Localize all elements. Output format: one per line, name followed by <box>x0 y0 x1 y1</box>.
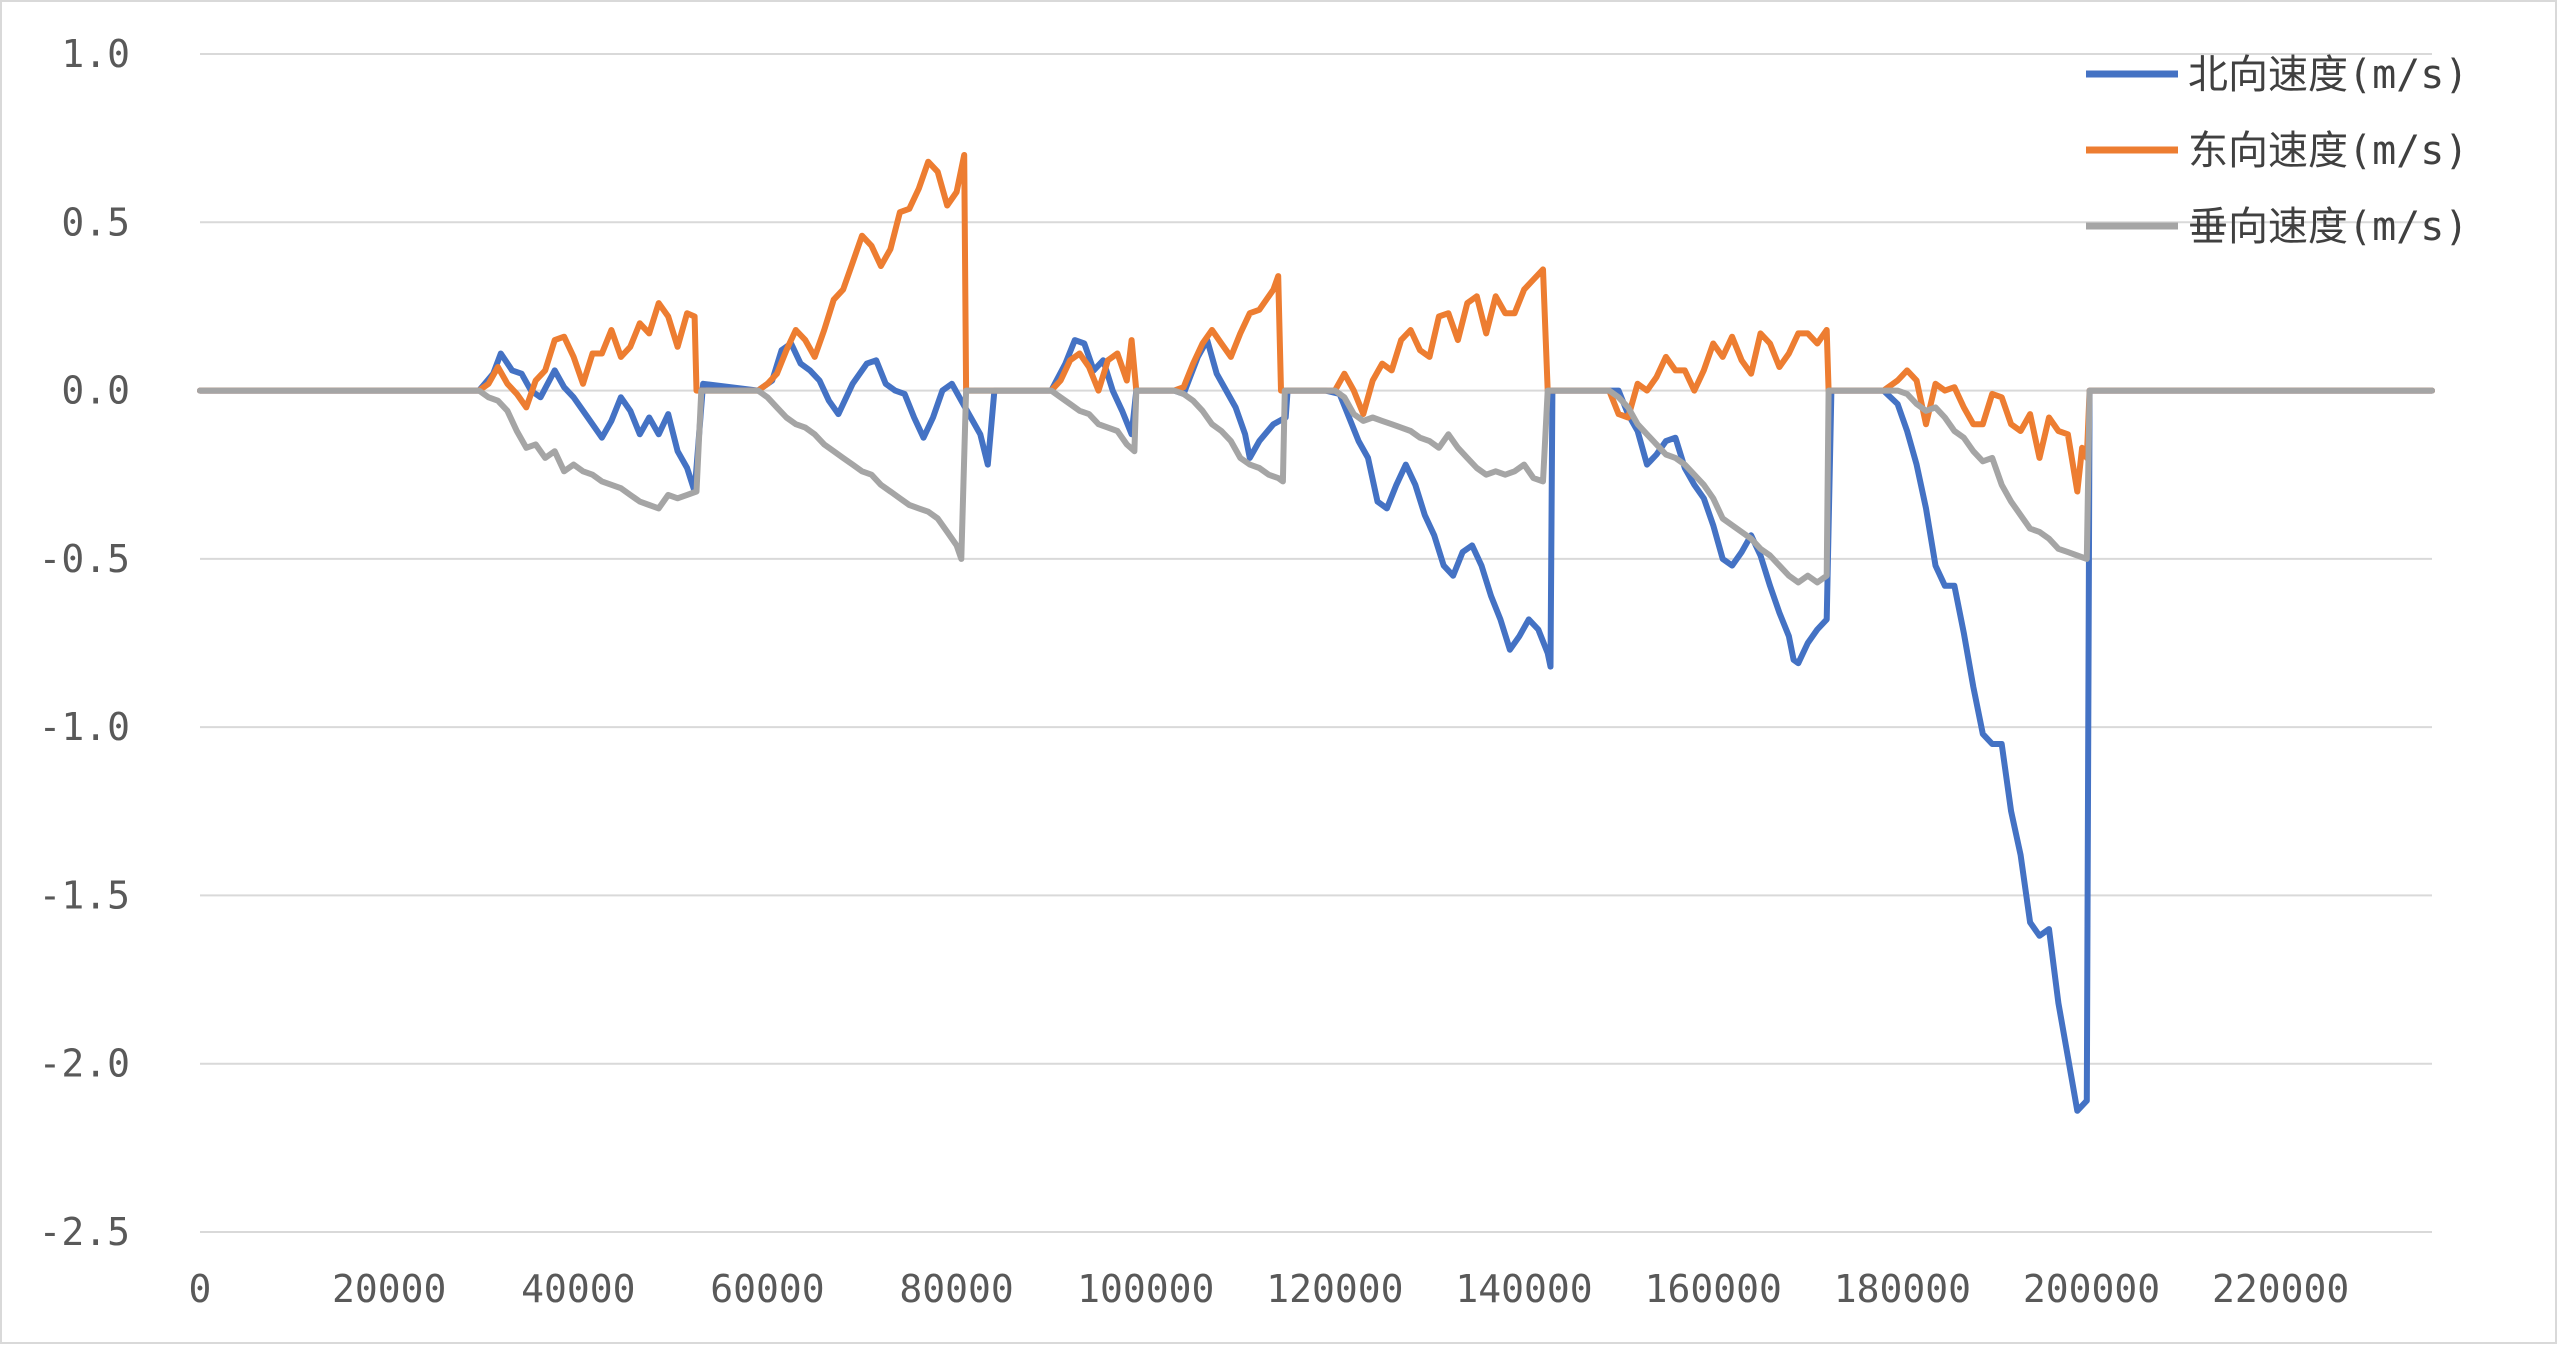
x-tick-label: 180000 <box>1834 1267 1971 1311</box>
x-tick-label: 220000 <box>2212 1267 2349 1311</box>
y-tick-label: 0.0 <box>61 369 130 413</box>
y-tick-label: 0.5 <box>61 200 130 244</box>
series-lines <box>200 155 2432 1111</box>
legend-label-2[interactable]: 东向速度(m/s) <box>2188 128 2468 174</box>
x-tick-label: 120000 <box>1266 1267 1403 1311</box>
y-tick-label: -1.5 <box>38 873 130 917</box>
x-tick-label: 60000 <box>710 1267 824 1311</box>
legend[interactable]: 北向速度(m/s) 东向速度(m/s) 垂向速度(m/s) <box>2086 52 2468 250</box>
x-tick-label: 80000 <box>899 1267 1013 1311</box>
x-tick-label: 200000 <box>2023 1267 2160 1311</box>
legend-label-1[interactable]: 北向速度(m/s) <box>2188 52 2468 98</box>
x-tick-label: 140000 <box>1455 1267 1592 1311</box>
y-axis-tick-labels: 1.0 0.5 0.0 -0.5 -1.0 -1.5 -2.0 -2.5 <box>38 32 130 1254</box>
x-tick-label: 100000 <box>1077 1267 1214 1311</box>
y-tick-label: -0.5 <box>38 537 130 581</box>
series-line-1 <box>200 340 2432 1111</box>
y-tick-label: 1.0 <box>61 32 130 76</box>
x-tick-label: 20000 <box>332 1267 446 1311</box>
x-axis-tick-labels: 0 20000 40000 60000 80000 100000 120000 140000 1… <box>189 1267 2350 1311</box>
y-tick-label: -1.0 <box>38 705 130 749</box>
y-tick-label: -2.0 <box>38 1042 130 1086</box>
x-tick-label: 0 <box>189 1267 212 1311</box>
x-tick-label: 40000 <box>521 1267 635 1311</box>
x-tick-label: 160000 <box>1645 1267 1782 1311</box>
y-tick-label: -2.5 <box>38 1210 130 1254</box>
gridlines <box>200 54 2432 1232</box>
series-line-3 <box>200 391 2432 583</box>
legend-label-3[interactable]: 垂向速度(m/s) <box>2188 204 2468 250</box>
series-line-2 <box>200 155 2432 492</box>
